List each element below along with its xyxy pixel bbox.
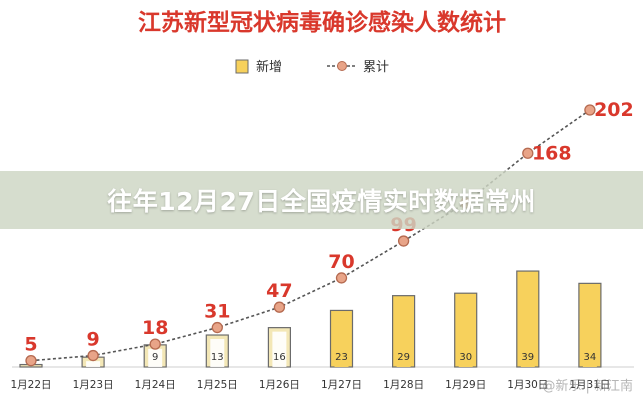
bars-group: 9 13 16 23 29 30 39 34	[19, 270, 602, 368]
line-point-3	[211, 321, 223, 334]
line-point-8	[522, 147, 534, 159]
legend-bar-swatch	[235, 59, 249, 74]
line-value-label-3: 31	[204, 301, 230, 323]
line-value-label-2: 18	[142, 317, 168, 339]
x-tick-label-4: 1月26日	[259, 379, 300, 391]
x-tick-label-7: 1月29日	[445, 379, 486, 391]
bar-value-label-8: 39	[521, 352, 534, 363]
bar-core-3	[210, 339, 225, 367]
bar-value-label-2: 9	[152, 352, 158, 363]
line-point-1	[87, 349, 99, 362]
line-value-label-8: 168	[532, 142, 572, 164]
line-value-label-1: 9	[86, 329, 99, 351]
line-point-2	[149, 338, 161, 350]
x-tick-label-2: 1月24日	[135, 379, 176, 391]
bar-value-label-6: 29	[397, 352, 410, 363]
bar-value-label-3: 13	[211, 352, 224, 363]
x-tick-label-5: 1月27日	[321, 379, 362, 391]
bar-value-label-5: 23	[335, 352, 348, 363]
cumulative-line	[30, 109, 591, 362]
bar-core-6	[396, 299, 411, 367]
legend-line-label: 累计	[363, 60, 389, 75]
x-tick-label-0: 1月22日	[10, 379, 51, 391]
points-group: 591831477099168202	[24, 99, 634, 367]
bar-value-label-9: 34	[584, 352, 597, 363]
x-tick-label-3: 1月25日	[197, 379, 238, 391]
legend-line-marker	[337, 61, 347, 71]
bar-value-label-7: 30	[459, 352, 472, 363]
bar-core-2	[148, 348, 163, 367]
x-tick-label-8: 1月30日	[507, 379, 548, 391]
x-tick-label-6: 1月28日	[383, 379, 424, 391]
bar-core-8	[520, 275, 535, 367]
legend: 新增 累计	[235, 59, 389, 75]
line-value-label-4: 47	[266, 280, 292, 302]
line-point-5	[335, 272, 348, 284]
overlay-banner: 往年12月27日全国疫情实时数据常州	[0, 171, 643, 229]
chart-title: 江苏新型冠状病毒确诊感染人数统计	[138, 9, 506, 36]
line-point-9	[584, 104, 596, 116]
line-value-label-9: 202	[594, 99, 634, 121]
bar-value-label-4: 16	[273, 352, 286, 363]
bar-core-1	[86, 361, 101, 367]
line-value-label-0: 5	[24, 334, 37, 356]
line-point-6	[397, 235, 410, 247]
watermark: @新乐 | 新江南	[542, 379, 633, 394]
bar-core-9	[582, 287, 597, 367]
x-tick-label-9: 1月31日	[569, 379, 610, 391]
line-point-4	[273, 301, 286, 313]
legend-bar-label: 新增	[256, 59, 282, 75]
bar-core-7	[458, 297, 473, 367]
bar-core-4	[272, 331, 287, 367]
overlay-title: 往年12月27日全国疫情实时数据常州	[107, 187, 536, 216]
line-value-label-5: 70	[328, 251, 354, 273]
x-tick-label-1: 1月23日	[73, 379, 114, 391]
bar-core-5	[334, 314, 349, 367]
line-point-0	[25, 354, 37, 367]
x-tick-labels: 1月22日 1月23日 1月24日 1月25日 1月26日 1月27日 1月28日 1月29日…	[10, 379, 610, 391]
